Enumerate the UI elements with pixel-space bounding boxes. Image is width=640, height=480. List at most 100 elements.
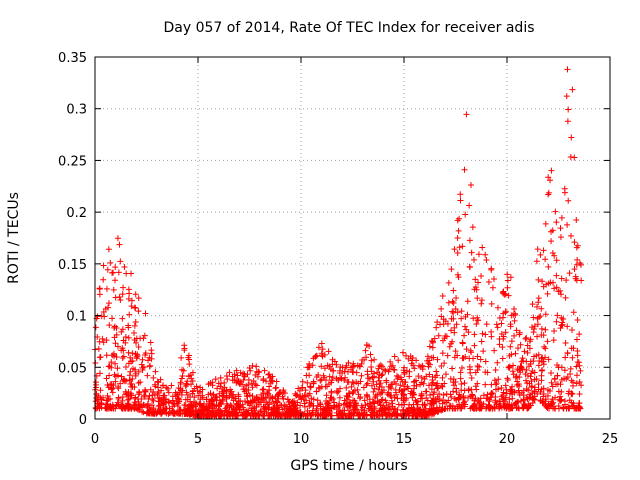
data-point	[571, 154, 578, 161]
data-point	[293, 392, 300, 399]
data-point	[100, 276, 107, 283]
data-point	[539, 398, 546, 405]
data-point	[378, 407, 385, 414]
data-point	[494, 304, 501, 311]
data-point	[150, 405, 157, 412]
data-point	[494, 359, 501, 366]
data-point	[139, 356, 146, 363]
data-point	[517, 341, 524, 348]
data-point	[252, 372, 259, 379]
data-point	[530, 395, 537, 402]
data-point	[420, 380, 427, 387]
data-point	[357, 363, 364, 370]
data-point	[128, 297, 135, 304]
data-point	[244, 399, 251, 406]
data-point	[146, 392, 153, 399]
data-point	[500, 389, 507, 396]
data-point	[521, 400, 528, 407]
data-point	[109, 315, 116, 322]
data-point	[526, 402, 533, 409]
data-point	[357, 412, 364, 419]
data-point	[199, 405, 206, 412]
data-point	[351, 397, 358, 404]
data-point	[246, 364, 253, 371]
data-point	[507, 343, 514, 350]
data-point	[531, 325, 538, 332]
data-point	[181, 345, 188, 352]
data-point	[154, 378, 161, 385]
data-point	[280, 387, 287, 394]
data-point	[371, 385, 378, 392]
data-point	[537, 388, 544, 395]
data-point	[310, 402, 317, 409]
data-point	[561, 185, 568, 192]
data-point	[564, 66, 571, 73]
data-point	[429, 397, 436, 404]
data-point	[307, 383, 314, 390]
data-point	[348, 383, 355, 390]
data-point	[273, 384, 280, 391]
data-point	[540, 393, 547, 400]
data-point	[129, 376, 136, 383]
data-point	[97, 353, 104, 360]
data-point	[451, 354, 458, 361]
data-point	[426, 357, 433, 364]
data-point	[520, 387, 527, 394]
data-point	[466, 237, 473, 244]
data-point	[307, 401, 314, 408]
data-point	[564, 118, 571, 125]
data-point	[483, 256, 490, 263]
data-point	[558, 314, 565, 321]
data-point	[126, 311, 133, 318]
data-point	[433, 368, 440, 375]
data-point	[534, 390, 541, 397]
data-point	[513, 327, 520, 334]
data-point	[189, 369, 196, 376]
data-point	[424, 353, 431, 360]
data-point	[569, 86, 576, 93]
data-point	[336, 400, 343, 407]
y-tick-label: 0.35	[58, 51, 87, 66]
data-point	[409, 390, 416, 397]
data-point	[287, 410, 294, 417]
data-point	[347, 402, 354, 409]
data-point	[509, 368, 516, 375]
data-point	[474, 295, 481, 302]
data-point	[561, 367, 568, 374]
data-point	[569, 354, 576, 361]
data-point	[108, 359, 115, 366]
data-point	[214, 385, 221, 392]
data-point	[518, 364, 525, 371]
data-point	[111, 323, 118, 330]
data-point	[375, 412, 382, 419]
data-point	[217, 399, 224, 406]
data-point	[269, 378, 276, 385]
data-point	[98, 399, 105, 406]
data-point	[125, 360, 132, 367]
data-point	[112, 360, 119, 367]
data-point	[321, 351, 328, 358]
data-point	[184, 396, 191, 403]
data-point	[480, 392, 487, 399]
data-point	[350, 360, 357, 367]
data-point	[504, 377, 511, 384]
data-point	[439, 383, 446, 390]
data-point	[493, 380, 500, 387]
data-point	[325, 348, 332, 355]
data-point	[552, 208, 559, 215]
data-point	[551, 252, 558, 259]
data-point	[240, 404, 247, 411]
data-point	[428, 386, 435, 393]
data-point	[391, 394, 398, 401]
data-point	[443, 399, 450, 406]
data-point	[313, 388, 320, 395]
data-point	[172, 389, 179, 396]
data-point	[475, 279, 482, 286]
data-point	[478, 297, 485, 304]
data-point	[330, 404, 337, 411]
data-point	[175, 396, 182, 403]
data-point	[251, 397, 258, 404]
data-point	[349, 379, 356, 386]
data-point	[401, 386, 408, 393]
data-point	[440, 397, 447, 404]
